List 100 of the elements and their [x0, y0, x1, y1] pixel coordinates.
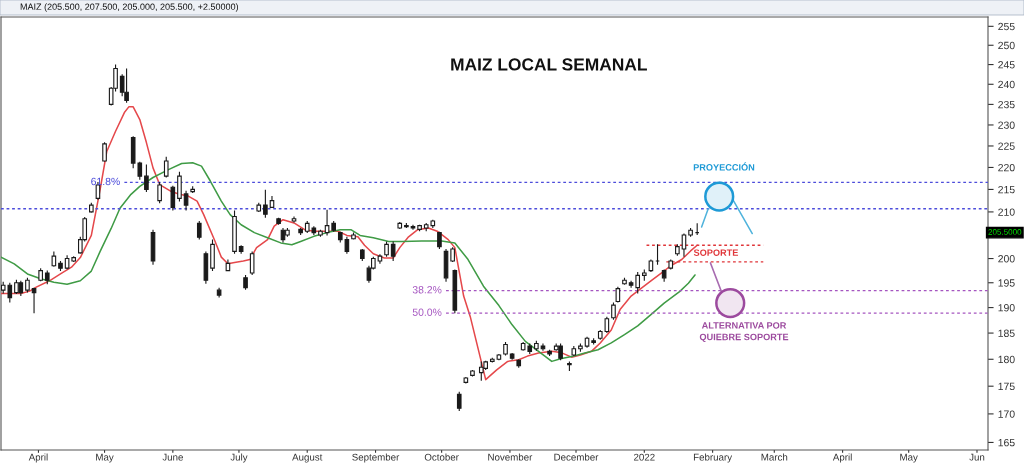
candlestick [157, 181, 162, 204]
candlestick [584, 336, 590, 349]
candlestick [144, 163, 149, 193]
candlestick [641, 269, 647, 282]
candlestick [298, 227, 303, 236]
x-tick-label: October [424, 453, 459, 461]
candlestick [249, 250, 255, 276]
candlestick [681, 232, 687, 258]
candlestick [578, 342, 583, 353]
candlestick [571, 345, 577, 357]
y-tick-label: 220 [998, 163, 1015, 172]
candlestick [232, 209, 237, 255]
candlestick [285, 227, 290, 238]
candlestick [611, 302, 616, 321]
candlestick [384, 240, 389, 258]
y-tick-label: 180 [998, 355, 1015, 364]
candlestick [534, 340, 539, 352]
candlestick [410, 224, 416, 231]
candlestick [331, 220, 336, 233]
candlestick [463, 376, 469, 385]
text: 205.5000 [988, 229, 1022, 235]
x-tick-label: November [488, 453, 533, 461]
y-tick-label: 165 [998, 438, 1015, 447]
y-tick-label: 240 [998, 80, 1015, 89]
candlestick [124, 67, 129, 104]
candlestick [238, 244, 244, 255]
y-tick-label: 200 [998, 255, 1015, 263]
candlestick [694, 222, 700, 236]
series-label: 50.0% [412, 308, 442, 316]
candlestick [163, 156, 169, 179]
candlestick [558, 342, 563, 361]
y-tick-label: 185 [998, 329, 1015, 337]
x-tick-label: April [28, 453, 48, 463]
x-tick-label: February [693, 453, 733, 463]
candlestick [615, 286, 621, 304]
candlestick [38, 267, 43, 282]
candlestick [51, 250, 57, 268]
candlestick [567, 360, 572, 372]
candlestick [668, 258, 674, 271]
candlestick [390, 240, 396, 262]
y-tick-label: 190 [998, 304, 1015, 312]
candlestick [470, 369, 475, 377]
candlestick [417, 224, 422, 232]
candlestick [150, 229, 156, 266]
candlestick [397, 221, 403, 230]
candlestick [89, 202, 94, 214]
candlestick [478, 360, 484, 382]
candlestick [547, 349, 552, 357]
y-tick-label: 230 [998, 121, 1015, 129]
candlestick [102, 141, 107, 163]
candlestick [276, 217, 281, 226]
candlestick [516, 358, 522, 369]
candlestick [359, 248, 365, 262]
candlestick [540, 342, 546, 352]
candlestick [622, 277, 627, 286]
y-tick-label: 255 [998, 22, 1015, 31]
candlestick [31, 287, 37, 314]
candlestick [203, 250, 209, 285]
text: MAIZ LOCAL SEMANAL [451, 58, 647, 71]
candlestick [648, 258, 654, 273]
x-tick-label: Jun [969, 453, 985, 461]
candlestick [225, 258, 231, 272]
candlestick [450, 246, 455, 263]
series-label: 38.2% [412, 286, 442, 294]
candlestick [404, 222, 409, 229]
candlestick [183, 190, 189, 212]
x-tick-label: 2022 [633, 453, 655, 461]
candlestick [216, 287, 222, 299]
candlestick [324, 209, 330, 236]
candlestick [661, 269, 667, 283]
y-tick-label: 210 [998, 208, 1015, 216]
y-tick-label: 225 [998, 142, 1015, 150]
annotation: SOPORTE [693, 249, 739, 256]
annotation: ALTERNATIVA POR QUIEBRE SOPORTE [699, 322, 789, 342]
candlestick [196, 220, 202, 241]
candlestick [443, 248, 449, 283]
candlestick [243, 274, 248, 291]
candlestick [170, 185, 176, 212]
candlestick [14, 279, 19, 295]
chart-subtitle: MAIZ (205.500, 207.500, 205.000, 205.500, +2.50000) [20, 3, 239, 12]
candlestick [263, 189, 268, 219]
x-tick-label: July [230, 453, 248, 463]
x-tick-label: March [761, 453, 788, 461]
candlestick [256, 202, 262, 213]
candlestick [318, 229, 323, 238]
candlestick [44, 270, 50, 285]
candlestick [377, 253, 383, 265]
candlestick [25, 277, 30, 294]
candlestick [456, 391, 462, 412]
y-tick-label: 175 [998, 382, 1015, 391]
candlestick [280, 227, 286, 243]
candlestick [509, 352, 515, 361]
x-tick-label: September [352, 453, 400, 463]
y-tick-label: 250 [998, 41, 1015, 50]
candlestick [452, 269, 458, 314]
y-tick-label: 195 [998, 279, 1015, 287]
candlestick [437, 231, 442, 250]
x-tick-label: April [832, 453, 852, 463]
x-tick-label: June [162, 453, 183, 461]
candlestick [269, 195, 275, 209]
